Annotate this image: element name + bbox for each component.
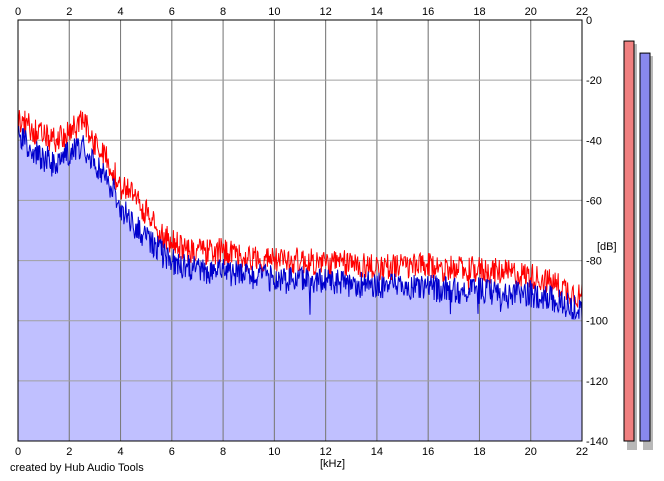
level-meters — [623, 40, 653, 451]
x-tick-top-10: 10 — [268, 6, 280, 18]
x-tick-top-14: 14 — [371, 6, 383, 18]
y-tick-0: 0 — [586, 15, 592, 27]
level-meter-bar-0 — [623, 40, 635, 442]
x-tick-top-22: 22 — [576, 6, 588, 18]
x-tick-bottom-10: 10 — [268, 446, 280, 458]
y-axis-label: [dB] — [597, 241, 617, 253]
x-tick-bottom-8: 8 — [220, 446, 226, 458]
series-red-line — [17, 110, 583, 309]
x-tick-top-0: 0 — [15, 6, 21, 18]
x-tick-labels-bottom: 0 2 4 6 8 10 12 14 16 18 20 22 — [15, 446, 588, 458]
x-tick-labels-top: 0 2 4 6 8 10 12 14 16 18 20 22 — [15, 6, 588, 18]
x-tick-bottom-4: 4 — [117, 446, 123, 458]
x-tick-top-2: 2 — [66, 6, 72, 18]
x-tick-bottom-12: 12 — [320, 446, 332, 458]
x-tick-top-4: 4 — [117, 6, 123, 18]
x-tick-bottom-6: 6 — [169, 446, 175, 458]
x-tick-bottom-0: 0 — [15, 446, 21, 458]
x-tick-bottom-18: 18 — [473, 446, 485, 458]
x-axis-label: [kHz] — [320, 458, 345, 470]
x-tick-top-16: 16 — [422, 6, 434, 18]
x-tick-bottom-20: 20 — [525, 446, 537, 458]
y-tick--100: -100 — [586, 316, 608, 328]
grid-lines — [17, 19, 583, 442]
y-tick--80: -80 — [586, 256, 602, 268]
y-tick--40: -40 — [586, 135, 602, 147]
x-tick-bottom-16: 16 — [422, 446, 434, 458]
x-tick-bottom-22: 22 — [576, 446, 588, 458]
y-tick--20: -20 — [586, 75, 602, 87]
y-tick--140: -140 — [586, 436, 608, 448]
y-tick-labels: 0 -20 -40 -60 -80 -100 -120 -140 — [586, 15, 608, 448]
x-tick-top-6: 6 — [169, 6, 175, 18]
level-meter-bar-1 — [639, 52, 651, 442]
y-tick--60: -60 — [586, 195, 602, 207]
spectrum-fill-area — [18, 126, 582, 441]
x-tick-bottom-2: 2 — [66, 446, 72, 458]
x-tick-top-20: 20 — [525, 6, 537, 18]
y-tick--120: -120 — [586, 376, 608, 388]
x-tick-top-18: 18 — [473, 6, 485, 18]
credit-text: created by Hub Audio Tools — [10, 462, 144, 474]
x-tick-top-12: 12 — [320, 6, 332, 18]
plot-frame — [17, 19, 583, 442]
x-tick-bottom-14: 14 — [371, 446, 383, 458]
x-tick-top-8: 8 — [220, 6, 226, 18]
series-blue-line — [17, 125, 583, 321]
